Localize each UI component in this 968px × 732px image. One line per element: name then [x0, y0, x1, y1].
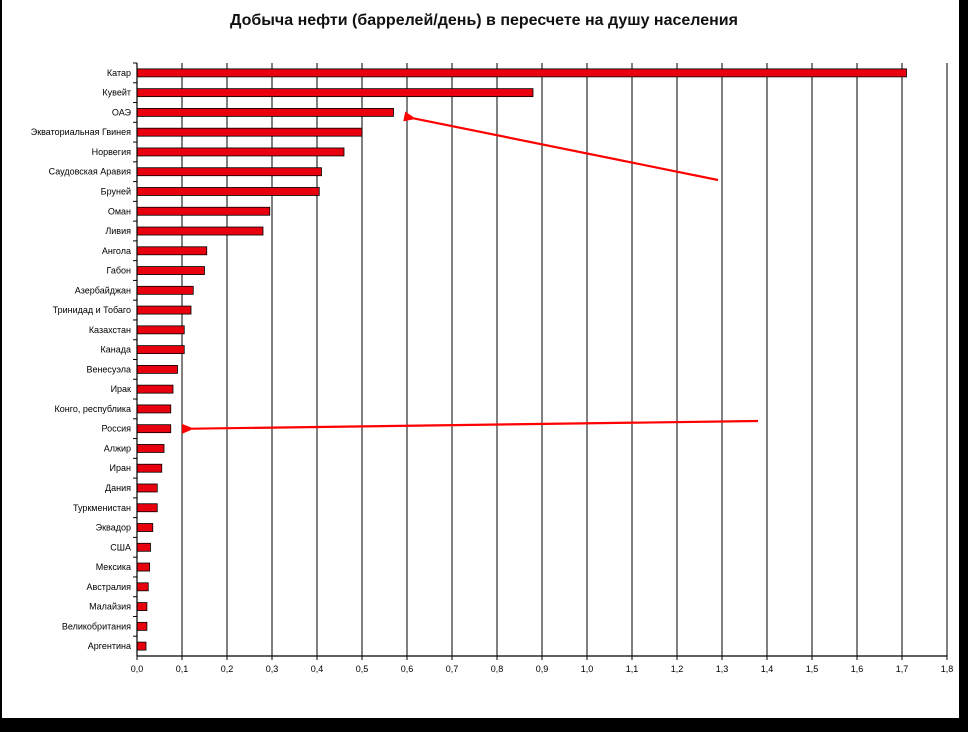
- category-label: Оман: [108, 206, 131, 216]
- bar: [136, 364, 178, 374]
- category-label: Бруней: [101, 186, 131, 196]
- category-label: Дания: [105, 483, 131, 493]
- bar: [136, 404, 172, 414]
- category-label: Кувейт: [102, 88, 131, 98]
- bar: [136, 562, 150, 572]
- category-label: Мексика: [96, 562, 131, 572]
- tick-label: 0,7: [446, 664, 459, 674]
- bar: [136, 88, 534, 98]
- bars: [136, 68, 907, 651]
- category-label: Алжир: [104, 443, 131, 453]
- category-label: Австралия: [87, 582, 132, 592]
- tick-label: 0,4: [311, 664, 324, 674]
- bar: [136, 602, 148, 611]
- bar: [136, 384, 174, 394]
- tick-label: 1,4: [761, 664, 774, 674]
- bar: [136, 305, 192, 315]
- category-labels: Катар Кувейт ОАЭ Экваториальная Гвинея Норве…: [31, 62, 137, 651]
- category-label: Экваториальная Гвинея: [31, 127, 131, 137]
- tick-label: 0,2: [221, 664, 234, 674]
- tick-label: 0,5: [356, 664, 369, 674]
- category-label: Саудовская Аравия: [49, 167, 131, 177]
- tick-label: 0,3: [266, 664, 279, 674]
- bar: [136, 147, 345, 157]
- tick-label: 0,8: [491, 664, 504, 674]
- bar: [136, 285, 194, 295]
- category-label: Великобритания: [62, 621, 131, 631]
- bar: [136, 621, 148, 631]
- category-label: США: [110, 542, 131, 552]
- category-label: Катар: [107, 68, 131, 78]
- x-axis-tick-labels: 0,0 0,1 0,2 0,3 0,4 0,5 0,6 0,7 0,8 0,9 1,0 1,1 1,2 1…: [131, 664, 954, 674]
- tick-label: 0,9: [536, 664, 549, 674]
- chart-frame: [2, 0, 959, 718]
- bar: [136, 483, 158, 493]
- bar: [136, 325, 185, 335]
- grid-lines: [136, 63, 948, 660]
- tick-label: 1,6: [851, 664, 864, 674]
- category-label: Тринидад и Тобаго: [53, 305, 131, 315]
- tick-label: 0,1: [176, 664, 189, 674]
- annotation-arrow: [181, 419, 759, 434]
- category-label: Малайзия: [89, 602, 131, 612]
- category-label: Ливия: [105, 226, 131, 236]
- tick-label: 1,2: [671, 664, 684, 674]
- tick-label: 1,0: [581, 664, 594, 674]
- bar: [136, 582, 149, 592]
- bar: [136, 523, 154, 532]
- category-label: Ирак: [111, 384, 131, 394]
- chart-title: Добыча нефти (баррелей/день) в пересчете…: [230, 12, 738, 29]
- bar: [136, 463, 163, 473]
- category-label: Норвегия: [92, 147, 132, 157]
- bar: [136, 68, 907, 78]
- bar: [136, 206, 271, 216]
- category-label: Габон: [106, 266, 131, 276]
- category-label: Иран: [110, 463, 131, 473]
- tick-label: 1,7: [896, 664, 909, 674]
- axes: [136, 63, 947, 657]
- tick-label: 1,5: [806, 664, 819, 674]
- category-label: Венесуэла: [86, 364, 131, 374]
- bar: [136, 503, 158, 513]
- bar: [136, 226, 264, 236]
- tick-label: 0,0: [131, 664, 144, 674]
- bar: [136, 542, 151, 552]
- bar: [136, 345, 185, 355]
- bar: [136, 187, 320, 196]
- bar: [136, 641, 147, 651]
- category-label: ОАЭ: [112, 107, 132, 117]
- category-label: Конго, республика: [55, 404, 131, 414]
- category-label: Россия: [101, 424, 131, 434]
- bar: [136, 127, 363, 137]
- bar: [136, 266, 205, 275]
- category-label: Туркменистан: [73, 503, 131, 513]
- tick-label: 0,6: [401, 664, 414, 674]
- category-label: Ангола: [102, 246, 131, 256]
- bar: [136, 424, 172, 434]
- tick-label: 1,3: [716, 664, 729, 674]
- tick-label: 1,1: [626, 664, 639, 674]
- category-label: Азербайджан: [75, 285, 131, 295]
- annotation-arrows: [181, 111, 759, 434]
- category-label: Канада: [101, 345, 131, 355]
- category-label: Эквадор: [96, 523, 131, 533]
- category-label: Аргентина: [88, 641, 131, 651]
- bar: [136, 167, 322, 177]
- bar: [136, 246, 208, 256]
- bar: [136, 108, 394, 117]
- annotation-arrow: [403, 111, 719, 182]
- category-label: Казахстан: [89, 325, 131, 335]
- bar: [136, 444, 165, 453]
- tick-label: 1,8: [941, 664, 954, 674]
